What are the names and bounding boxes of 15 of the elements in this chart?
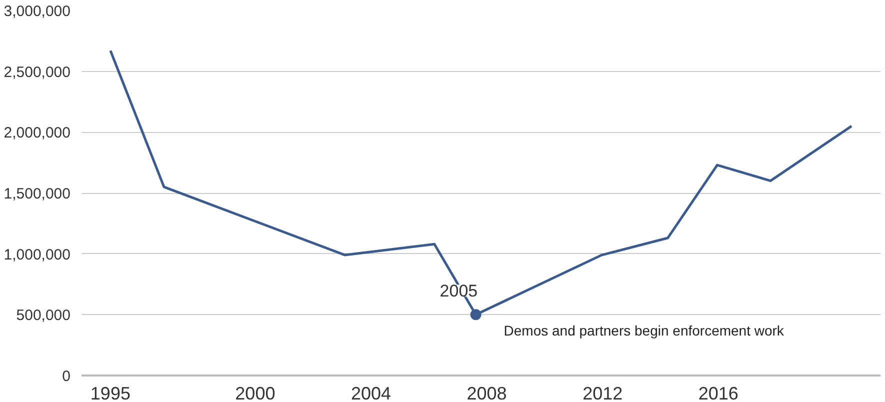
x-tick-label: 1995: [90, 384, 130, 402]
x-tick-label: 2004: [350, 384, 392, 402]
x-tick-label: 2008: [466, 384, 507, 402]
x-tick-label: 2012: [582, 384, 623, 402]
x-tick-label: 2016: [698, 384, 738, 402]
y-tick-label: 500,000: [16, 307, 71, 324]
y-tick-label: 0: [62, 368, 70, 385]
annotation: 2005: [440, 282, 478, 301]
y-tick-label: 3,000,000: [4, 3, 71, 20]
y-tick-label: 2,500,000: [4, 64, 71, 81]
annotation: Demos and partners begin enforcement work: [504, 322, 785, 339]
y-tick-label: 1,500,000: [4, 186, 71, 202]
x-tick-label: 2000: [235, 384, 276, 402]
y-tick-label: 2,000,000: [4, 124, 71, 142]
y-tick-label: 1,000,000: [4, 246, 71, 264]
